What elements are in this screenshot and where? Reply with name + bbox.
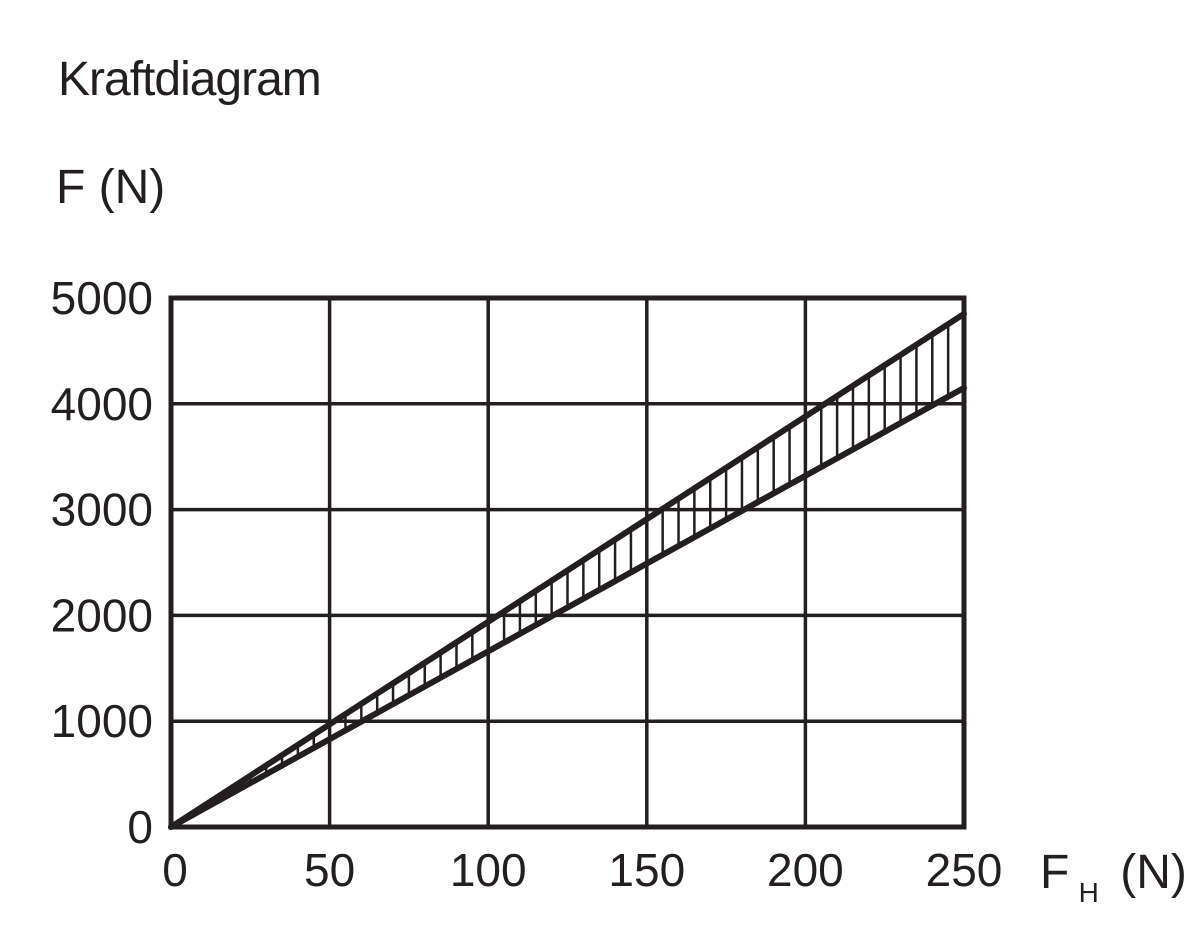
x-tick-labels: 0 50 100 150 200 250 (162, 844, 1002, 896)
x-tick-label: 50 (304, 844, 355, 896)
upper-bound-line (168, 310, 967, 830)
y-axis-label: F (N) (56, 161, 166, 214)
x-axis-label-unit: (N) (1120, 846, 1187, 899)
y-tick-label: 3000 (51, 484, 153, 536)
x-axis-label-main: F (1040, 846, 1069, 899)
y-tick-label: 2000 (51, 589, 153, 641)
y-tick-labels: 0 1000 2000 3000 4000 5000 (51, 272, 153, 853)
y-tick-label: 5000 (51, 272, 153, 324)
y-tick-label: 0 (127, 801, 153, 853)
x-tick-label: 200 (767, 844, 844, 896)
x-axis-label: F H (N) (1040, 846, 1187, 913)
plot-frame (168, 295, 967, 830)
lower-bound-line (168, 384, 967, 830)
x-tick-label: 100 (450, 844, 527, 896)
series-lines (168, 310, 967, 830)
x-tick-label: 250 (926, 844, 1003, 896)
x-tick-label: 150 (608, 844, 685, 896)
y-tick-label: 4000 (51, 378, 153, 430)
y-tick-label: 1000 (51, 695, 153, 747)
x-axis-label-subscript: H (1079, 877, 1099, 908)
chart-title: Kraftdiagram (58, 53, 322, 106)
x-tick-label: 0 (162, 844, 188, 896)
